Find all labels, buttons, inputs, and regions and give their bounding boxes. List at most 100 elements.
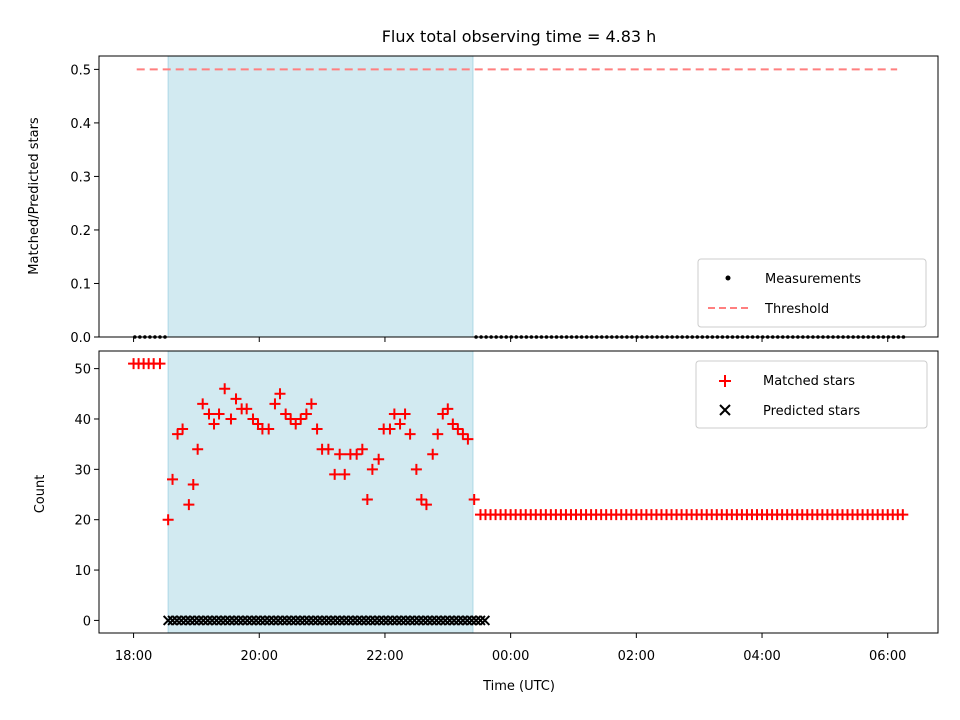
predicted-star-point [431, 615, 442, 626]
predicted-star-point [198, 615, 209, 626]
bottom-x-axis: 18:00 20:00 22:00 00:00 02:00 04:00 06:00 [115, 633, 906, 664]
predicted-star-point [189, 615, 200, 626]
predicted-star-point [396, 615, 407, 626]
predicted-star-point [334, 615, 345, 626]
matched-star-point [427, 448, 439, 460]
matched-star-point [187, 478, 199, 490]
matched-star-point [404, 428, 416, 440]
matched-star-point [269, 398, 281, 410]
predicted-star-point [321, 615, 332, 626]
matched-star-point [285, 413, 297, 425]
predicted-star-point [206, 615, 218, 626]
predicted-star-point [312, 615, 323, 626]
predicted-star-point [360, 615, 372, 626]
predicted-stars-legend-marker [719, 404, 731, 416]
matched-star-point [241, 403, 253, 415]
predicted-star-point [259, 615, 271, 626]
y-tick-label: 0.2 [70, 224, 91, 239]
matched-star-point [415, 494, 427, 506]
matched-star-point [162, 514, 174, 526]
matched-star-point [442, 403, 454, 415]
predicted-star-point [215, 615, 227, 626]
matched-star-point [280, 408, 292, 420]
matched-star-point [305, 398, 317, 410]
matched-star-point [192, 443, 204, 455]
x-axis-label: Time (UTC) [482, 679, 555, 694]
predicted-star-point [435, 615, 447, 626]
matched-star-point [203, 408, 215, 420]
matched-star-point [225, 413, 237, 425]
predicted-star-point [211, 615, 222, 626]
bottom-legend: Matched stars Predicted stars [695, 360, 928, 429]
predicted-star-point [162, 615, 174, 626]
y-tick-label: 0.4 [70, 117, 91, 132]
predicted-star-point [303, 615, 315, 626]
predicted-star-point [176, 615, 187, 626]
predicted-star-point [277, 615, 288, 626]
predicted-star-point [180, 615, 191, 626]
predicted-star-point [242, 615, 253, 626]
predicted-star-point [422, 615, 433, 626]
top-x-ticks [133, 337, 889, 342]
matched-star-point [167, 473, 179, 485]
matched-star-point [172, 428, 184, 440]
top-legend-box [697, 258, 927, 328]
predicted-star-point [347, 615, 359, 626]
predicted-star-point [470, 615, 482, 626]
matched-star-point [334, 448, 346, 460]
matched-star-point [420, 499, 432, 511]
x-tick-label: 22:00 [366, 649, 403, 664]
matched-stars-series [128, 358, 909, 526]
matched-star-point [329, 468, 341, 480]
x-tick-label: 02:00 [618, 649, 655, 664]
predicted-star-point [356, 615, 367, 626]
x-tick-label: 18:00 [115, 649, 152, 664]
matched-star-point [219, 383, 231, 395]
predicted-star-point [448, 615, 460, 626]
matched-star-point [468, 494, 480, 506]
matched-star-point [462, 433, 474, 445]
matched-star-point [366, 463, 378, 475]
matched-star-point [361, 494, 373, 506]
top-y-axis: 0.0 0.1 0.2 0.3 0.4 0.5 [70, 63, 99, 346]
predicted-star-point [365, 615, 376, 626]
predicted-star-point [193, 615, 205, 626]
matched-star-point [373, 453, 385, 465]
matched-star-point [897, 509, 909, 521]
matched-star-point [300, 408, 312, 420]
bottom-legend-box [695, 360, 928, 429]
x-tick-label: 20:00 [241, 649, 278, 664]
top-legend: Measurements Threshold [697, 258, 927, 328]
y-tick-label: 50 [74, 363, 91, 378]
predicted-star-point [404, 615, 416, 626]
matched-star-point [263, 423, 275, 435]
y-tick-label: 10 [74, 564, 91, 579]
predicted-star-point [374, 615, 385, 626]
matched-star-point [311, 423, 323, 435]
bottom-y-axis: 0 10 20 30 40 50 [74, 363, 99, 629]
predicted-star-point [184, 615, 196, 626]
predicted-star-point [294, 615, 306, 626]
top-panel: 0.0 0.1 0.2 0.3 0.4 0.5 Matched/Predicted sta… [27, 55, 939, 346]
predicted-star-point [462, 615, 473, 626]
predicted-star-point [413, 615, 425, 626]
measurements-legend-marker [725, 275, 731, 281]
top-panel-frame [98, 55, 939, 338]
matched-star-point [457, 428, 469, 440]
matched-star-point [437, 408, 449, 420]
predicted-star-point [316, 615, 328, 626]
predicted-star-point [167, 615, 178, 626]
matched-star-point [274, 388, 286, 400]
matched-star-point [432, 428, 444, 440]
matched-star-point [384, 423, 396, 435]
measurements-legend-label: Measurements [765, 272, 861, 287]
predicted-star-point [171, 615, 183, 626]
bottom-y-axis-label: Count [33, 475, 48, 514]
predicted-star-point [290, 615, 301, 626]
matched-star-point [388, 408, 400, 420]
predicted-star-point [418, 615, 429, 626]
predicted-star-point [475, 615, 486, 626]
predicted-star-point [338, 615, 350, 626]
predicted-star-point [224, 615, 235, 626]
predicted-star-point [233, 615, 244, 626]
